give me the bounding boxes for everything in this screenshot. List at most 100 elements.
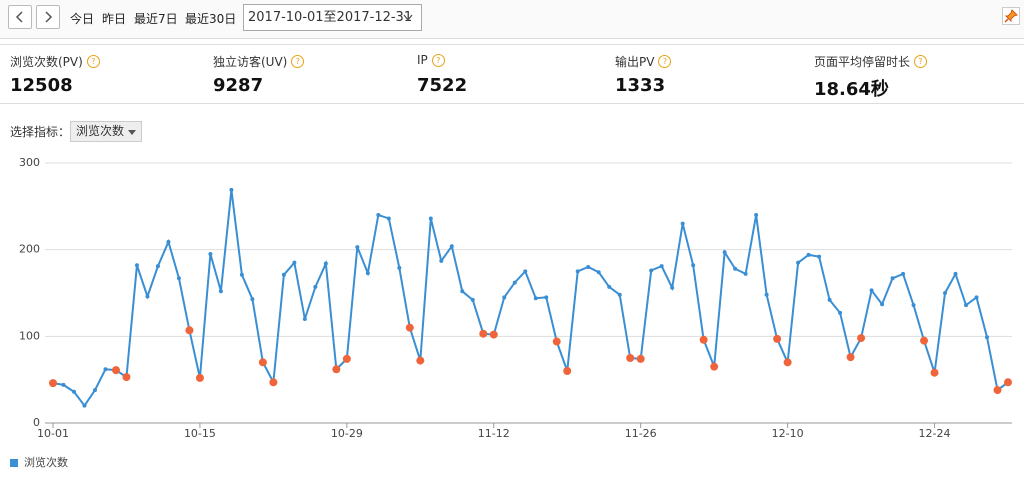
stat-label: 独立访客(UV)? — [213, 53, 305, 70]
data-point — [985, 335, 990, 340]
data-point — [817, 254, 822, 259]
data-point — [806, 252, 811, 257]
data-point — [460, 289, 465, 294]
data-point — [229, 187, 234, 192]
data-point — [964, 303, 969, 308]
pin-icon[interactable] — [1002, 7, 1020, 25]
data-point — [523, 269, 528, 274]
y-tick-label: 200 — [19, 243, 40, 256]
data-point — [953, 271, 958, 276]
metric-label: 选择指标： — [10, 125, 71, 139]
data-point — [470, 297, 475, 302]
data-point — [930, 368, 939, 377]
help-icon[interactable]: ? — [431, 53, 445, 67]
data-point — [783, 358, 792, 367]
data-point — [176, 276, 181, 281]
date-range-select[interactable]: 2017-10-01至2017-12-31 — [243, 4, 422, 31]
data-point — [449, 244, 454, 249]
data-point — [596, 270, 601, 275]
data-point — [489, 330, 498, 339]
data-point — [122, 373, 131, 382]
data-point — [342, 354, 351, 363]
legend-label: 浏览次数 — [24, 455, 68, 469]
data-point — [103, 367, 108, 372]
help-icon[interactable]: ? — [914, 55, 928, 68]
data-point — [544, 295, 549, 300]
data-point — [691, 263, 696, 268]
chart: 0 100 200 300 10-01 10-15 10-29 11-12 11-26 12-10… — [10, 156, 1012, 469]
data-point — [397, 265, 402, 270]
help-icon[interactable]: ? — [658, 55, 672, 68]
prev-button[interactable] — [8, 5, 32, 29]
data-point — [195, 373, 204, 382]
stat-value: 7522 — [417, 75, 468, 96]
help-icon[interactable]: ? — [291, 55, 305, 68]
data-point — [428, 216, 433, 221]
data-point — [773, 334, 782, 343]
data-point — [71, 389, 76, 394]
data-point — [743, 271, 748, 276]
help-icon[interactable]: ? — [86, 55, 100, 68]
x-tick-label: 11-26 — [625, 427, 657, 440]
x-tick-label: 10-01 — [37, 427, 69, 440]
dropdown-icon — [128, 130, 136, 135]
data-point — [134, 263, 139, 268]
data-point — [754, 213, 759, 217]
legend-swatch — [10, 459, 18, 467]
data-point — [575, 269, 580, 274]
data-point — [670, 285, 675, 290]
toolbar: 今日 昨日 最近7日 最近30日 2017-10-01至2017-12-31 — [0, 0, 1024, 39]
y-tick-label: 100 — [19, 329, 40, 342]
data-point — [302, 317, 307, 321]
data-point — [533, 296, 538, 301]
data-point — [626, 354, 635, 362]
dropdown-icon — [403, 14, 413, 22]
data-point — [439, 258, 444, 263]
series-line — [52, 189, 1009, 408]
stats-row: 浏览次数(PV)? 12508 独立访客(UV)? 9287 IP? 7522 输出PV? 1… — [0, 44, 1024, 104]
data-point — [61, 382, 66, 387]
metric-select[interactable]: 浏览次数 — [70, 121, 142, 142]
data-point — [92, 388, 97, 393]
data-point — [710, 362, 719, 371]
data-point — [920, 336, 929, 345]
quick-range[interactable]: 今日 — [70, 12, 95, 26]
x-tick-label: 10-15 — [184, 427, 216, 440]
data-point — [365, 271, 370, 276]
stat-label: 输出PV? — [615, 53, 672, 70]
data-point — [943, 291, 948, 295]
data-point — [607, 284, 612, 289]
data-point — [586, 265, 591, 269]
quick-range[interactable]: 最近7日 — [134, 12, 178, 26]
data-point — [890, 276, 895, 281]
data-point — [659, 264, 664, 269]
stat-label: 浏览次数(PV)? — [10, 53, 100, 70]
data-point — [838, 310, 843, 315]
next-button[interactable] — [36, 5, 60, 29]
data-point — [722, 250, 727, 255]
data-point — [733, 266, 738, 271]
stat-value: 1333 — [615, 75, 666, 96]
data-point — [827, 297, 832, 302]
y-tick-label: 300 — [19, 156, 40, 169]
data-point — [332, 365, 341, 374]
stat-label-text: 输出PV — [615, 55, 655, 69]
x-tick-label: 12-24 — [919, 427, 951, 440]
data-point — [111, 366, 120, 375]
quick-range[interactable]: 最近30日 — [185, 12, 237, 26]
data-point — [250, 297, 255, 302]
stat-value: 9287 — [213, 75, 264, 96]
data-point — [880, 302, 885, 307]
data-point — [846, 353, 855, 362]
y-tick-label: 0 — [33, 416, 40, 429]
date-range: 2017-10-01至2017-12-31 — [248, 10, 413, 25]
data-point — [617, 292, 622, 297]
data-point — [269, 378, 278, 387]
data-point — [857, 334, 866, 343]
data-point — [313, 284, 318, 289]
quick-range[interactable]: 昨日 — [102, 12, 127, 26]
data-point — [993, 386, 1002, 395]
data-point — [218, 289, 223, 294]
data-point — [292, 260, 297, 265]
